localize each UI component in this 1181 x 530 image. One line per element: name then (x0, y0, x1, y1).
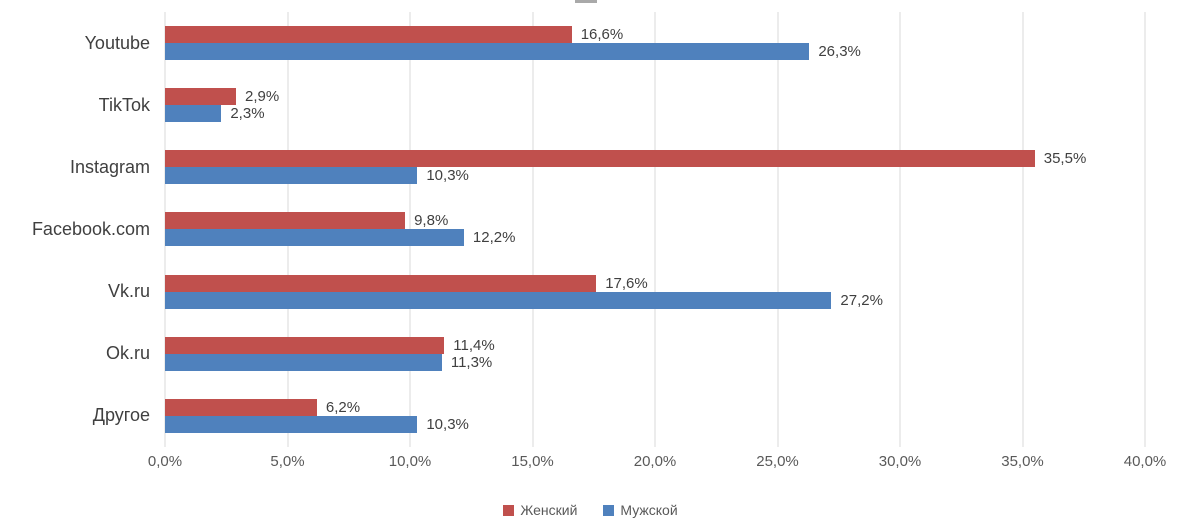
bar (165, 274, 597, 292)
category-label: Другое (92, 405, 150, 426)
bar-line: 35,5% (165, 150, 1145, 168)
bar (165, 353, 442, 371)
bar-line: 26,3% (165, 43, 1145, 61)
bar (165, 291, 832, 309)
x-tick-label: 40,0% (1123, 453, 1167, 470)
value-label: 2,3% (230, 105, 265, 123)
value-label: 12,2% (472, 229, 516, 247)
bar (165, 212, 406, 230)
bar (165, 336, 445, 354)
category-label: TikTok (98, 94, 150, 115)
bar (165, 415, 418, 433)
gridline (654, 12, 656, 447)
value-label: 27,2% (840, 291, 883, 309)
value-label: 9,8% (414, 212, 449, 230)
value-label: 2,9% (245, 88, 280, 106)
bar-line: 2,9% (165, 88, 1145, 106)
bar-line: 6,2% (165, 398, 1145, 416)
category-label: Facebook.com (31, 218, 150, 239)
value-label: 26,3% (818, 43, 861, 61)
bar (165, 229, 464, 247)
category-row: 11,4% 11,3% (165, 323, 1145, 385)
category-row: 6,2% 10,3% (165, 385, 1145, 447)
bar (165, 43, 810, 61)
x-tick-label: 10,0% (388, 453, 432, 470)
bar (165, 105, 222, 123)
bar-line: 12,2% (165, 229, 1145, 247)
gridline (777, 12, 778, 447)
category-row: 17,6% 27,2% (165, 261, 1145, 323)
gridline (532, 12, 533, 447)
value-label: 17,6% (605, 274, 648, 292)
legend-swatch (603, 504, 615, 516)
x-tick-label: 35,0% (1001, 453, 1044, 470)
gridline (899, 12, 901, 447)
x-tick-label: 15,0% (511, 453, 554, 470)
x-tick-label: 20,0% (633, 453, 677, 470)
x-tick-label: 25,0% (756, 453, 799, 470)
bar (165, 26, 572, 44)
legend-swatch (503, 504, 515, 516)
value-label: 11,4% (453, 336, 495, 354)
bar-line: 17,6% (165, 274, 1145, 292)
bar (165, 150, 1035, 168)
legend-label: Мужской (620, 502, 678, 518)
category-label: Instagram (69, 156, 150, 177)
bar-line: 10,3% (165, 167, 1145, 185)
clipped-chart-title (575, 0, 597, 3)
legend-item: Женский (503, 502, 577, 518)
gridline (1144, 12, 1146, 447)
legend-item: Мужской (603, 502, 678, 518)
gridline (1022, 12, 1023, 447)
bar-rows: 16,6% 26,3% 2,9% 2,3% 35,5% 10,3% 9,8% 12,2% 17,… (165, 12, 1145, 447)
x-tick-label: 30,0% (878, 453, 922, 470)
category-label: Ok.ru (105, 343, 150, 364)
category-row: 9,8% 12,2% (165, 198, 1145, 260)
bar-line: 27,2% (165, 291, 1145, 309)
value-label: 10,3% (426, 415, 469, 433)
bar (165, 167, 418, 185)
legend-label: Женский (520, 502, 578, 518)
category-axis-labels: Youtube TikTok Instagram Facebook.com Vk.ru O… (0, 12, 150, 447)
bar-line: 9,8% (165, 212, 1145, 230)
bar (165, 398, 317, 416)
value-label: 35,5% (1043, 150, 1087, 168)
value-label: 16,6% (580, 26, 624, 44)
x-axis-tick-labels: 0,0% 5,0% 10,0% 15,0% 20,0% 25,0% 30,0% 35,0% 40… (148, 453, 1166, 473)
bar-line: 16,6% (165, 26, 1145, 44)
value-label: 10,3% (426, 167, 469, 185)
bar-line: 11,4% (165, 336, 1145, 354)
value-label: 11,3% (450, 353, 493, 371)
bar-line: 2,3% (165, 105, 1145, 123)
category-label: Vk.ru (107, 281, 150, 302)
value-label: 6,2% (325, 398, 361, 416)
category-label: Youtube (84, 32, 150, 53)
x-tick-label: 5,0% (270, 453, 305, 470)
x-tick-label: 0,0% (147, 453, 183, 470)
legend: Женский Мужской (0, 501, 1181, 519)
category-row: 35,5% 10,3% (165, 136, 1145, 198)
category-row: 16,6% 26,3% (165, 12, 1145, 74)
category-row: 2,9% 2,3% (165, 74, 1145, 136)
bar-line: 11,3% (165, 353, 1145, 371)
bar-line: 10,3% (165, 415, 1145, 433)
plot-area: 16,6% 26,3% 2,9% 2,3% 35,5% 10,3% 9,8% 12,2% 17,… (164, 12, 1146, 447)
bar (165, 88, 237, 106)
